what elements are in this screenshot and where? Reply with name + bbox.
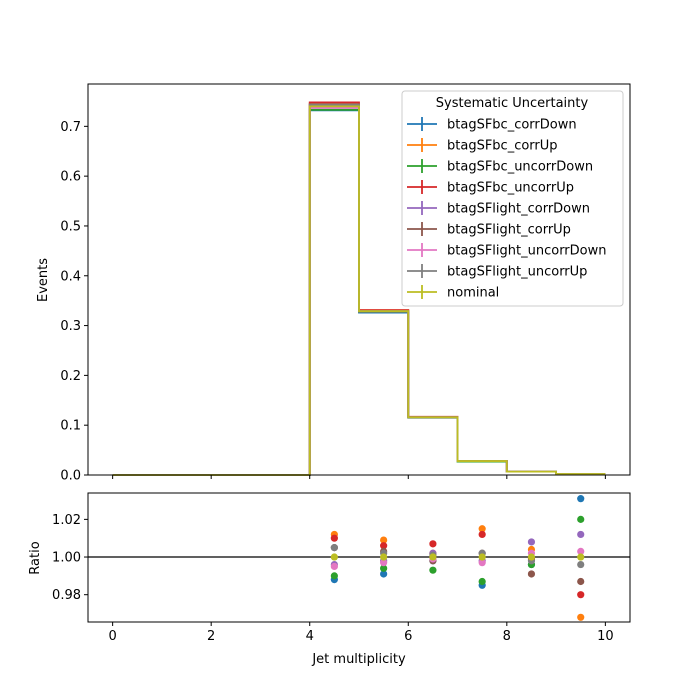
ratio-y-tick-label: 0.98 [52,588,81,603]
main-y-tick-label: 0.5 [60,219,81,234]
ratio-x-tick-label: 6 [404,629,412,644]
ratio-point-btagSFlight_corrDown [527,538,536,546]
ratio-point-btagSFbc_uncorrUp [478,530,486,539]
legend-label-btagSFlight_corrDown: btagSFlight_corrDown [447,202,590,217]
main-plot-frame [87,83,631,476]
ratio-x-tick-label: 10 [597,629,614,644]
ratio-point-btagSFbc_uncorrUp [577,591,585,599]
legend-label-nominal: nominal [447,286,499,301]
ratio-x-tick-label: 8 [503,629,511,644]
ratio-point-btagSFbc_uncorrUp [330,534,338,542]
legend-label-btagSFlight_uncorrUp: btagSFlight_uncorrUp [447,265,587,280]
main-plot: 0.0 0.1 0.2 0.3 0.4 0.5 0.6 0.7 Events Systemat… [36,83,631,484]
ratio-point-btagSFbc_uncorrDown [478,577,486,586]
ratio-y-tick-label: 1.00 [52,551,81,566]
legend: Systematic Uncertainty btagSFbc_corrDown… [401,90,624,307]
ratio-point-btagSFlight_uncorrUp [330,544,338,552]
ratio-point-btagSFlight_corrUp [527,570,536,578]
ratio-point-btagSFbc_uncorrDown [380,564,388,572]
legend-title: Systematic Uncertainty [436,96,589,111]
ratio-point-btagSFlight_uncorrDown [330,562,338,571]
ratio-point-btagSFlight_uncorrUp [577,560,585,569]
ratio-point-nominal [429,553,437,561]
ratio-point-btagSFbc_uncorrDown [330,572,338,580]
main-y-tick-label: 0.7 [60,120,81,135]
legend-box [401,90,624,307]
ratio-point-btagSFbc_corrUp [577,613,585,621]
ratio-point-btagSFlight_uncorrDown [380,559,388,567]
main-y-tick-label: 0.6 [60,170,81,185]
ratio-point-btagSFbc_corrDown [577,495,585,503]
ratio-point-btagSFbc_corrDown [380,570,388,578]
legend-label-btagSFbc_uncorrDown: btagSFbc_uncorrDown [447,160,593,175]
ratio-point-btagSFlight_uncorrDown [577,547,585,555]
ratio-y-tick-label: 1.02 [52,513,81,528]
main-y-ticks: 0.0 0.1 0.2 0.3 0.4 0.5 0.6 0.7 [60,120,88,484]
main-y-tick-label: 0.0 [60,469,81,484]
legend-label-btagSFlight_uncorrDown: btagSFlight_uncorrDown [447,244,607,259]
ratio-point-btagSFlight_corrDown [577,530,585,539]
ratio-x-tick-label: 0 [108,629,116,644]
legend-entries: btagSFbc_corrDown btagSFbc_corrUp btagSFbc… [407,117,607,301]
ratio-point-btagSFbc_uncorrDown [577,515,585,523]
ratio-point-btagSFbc_uncorrUp [380,542,388,550]
main-y-tick-label: 0.2 [60,369,81,384]
x-axis-label: Jet multiplicity [311,652,406,667]
legend-label-btagSFlight_corrUp: btagSFlight_corrUp [447,223,571,238]
ratio-point-nominal [527,553,536,561]
ratio-x-tick-label: 4 [306,629,314,644]
main-y-tick-label: 0.1 [60,419,81,434]
main-y-tick-label: 0.4 [60,269,81,284]
ratio-y-axis-label: Ratio [28,541,43,574]
ratio-point-nominal [330,553,338,561]
main-y-tick-label: 0.3 [60,319,81,334]
ratio-point-btagSFbc_corrUp [380,536,388,544]
main-y-axis-label: Events [36,258,51,302]
ratio-point-btagSFlight_uncorrDown [478,559,486,567]
ratio-x-tick-label: 2 [207,629,215,644]
ratio-point-nominal [577,553,585,561]
ratio-points [330,495,585,621]
ratio-y-ticks: 0.98 1.00 1.02 [52,513,88,603]
ratio-x-ticks: 0 2 4 6 8 10 [108,622,614,644]
ratio-point-btagSFbc_uncorrUp [429,540,437,548]
ratio-point-nominal [478,553,486,561]
legend-label-btagSFbc_corrDown: btagSFbc_corrDown [447,118,577,133]
main-x-ticks [112,475,606,479]
ratio-point-btagSFbc_uncorrDown [429,566,437,574]
ratio-point-btagSFbc_corrUp [478,525,486,533]
legend-label-btagSFbc_corrUp: btagSFbc_corrUp [447,139,558,154]
legend-label-btagSFbc_uncorrUp: btagSFbc_uncorrUp [447,181,574,196]
ratio-point-btagSFlight_corrUp [577,577,585,586]
ratio-plot: 0 2 4 6 8 10 0.98 1.00 1.02 Jet multiplicity Ra… [28,492,631,667]
ratio-point-nominal [380,553,388,561]
